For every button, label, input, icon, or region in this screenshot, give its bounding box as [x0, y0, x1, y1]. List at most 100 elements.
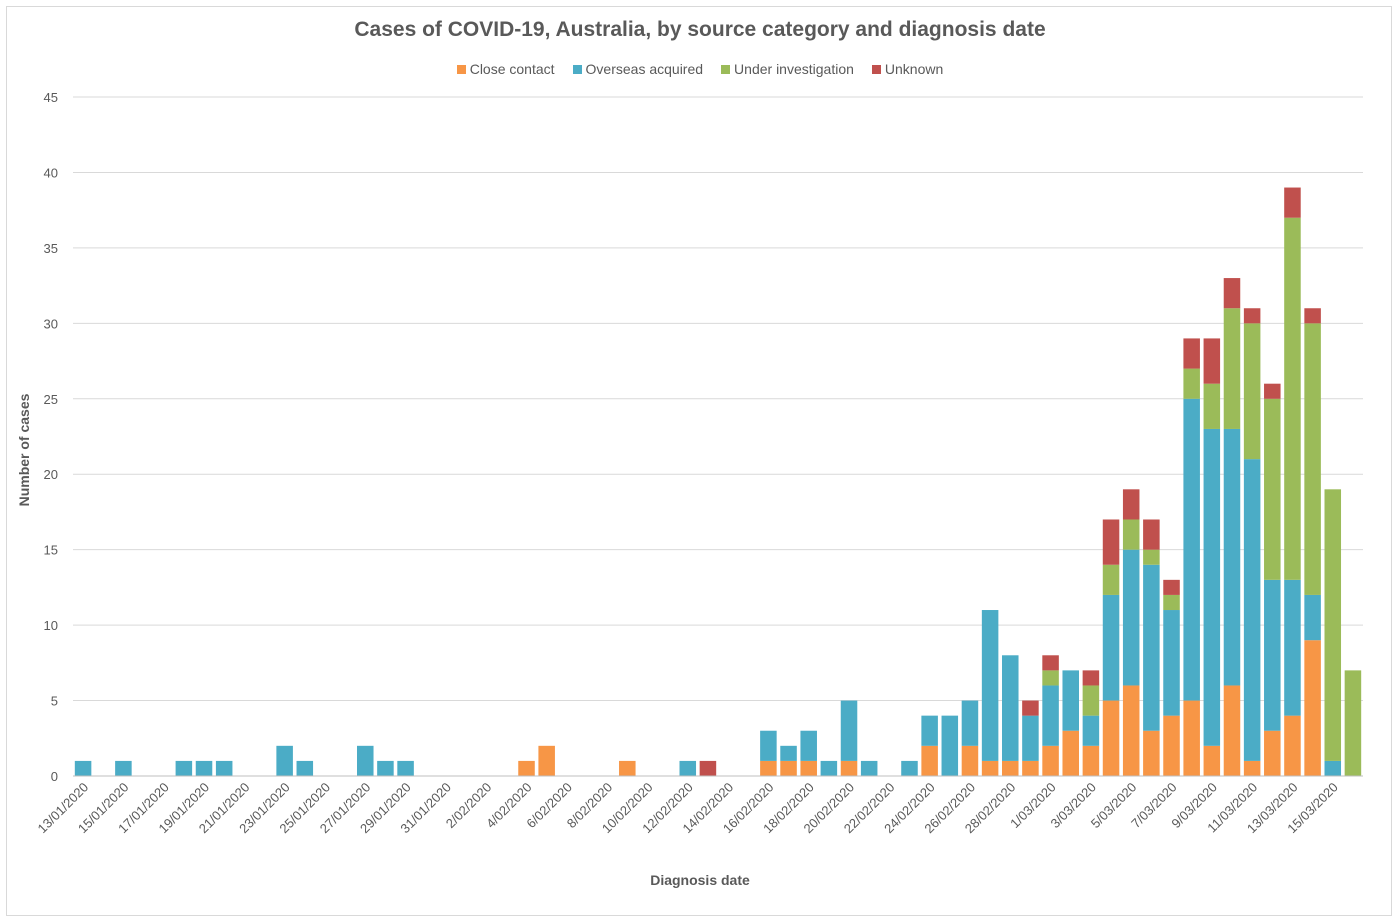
legend-swatch [572, 64, 582, 74]
bar-under-investigation [1122, 519, 1140, 550]
legend-swatch [721, 64, 731, 74]
legend-item: Under investigation [721, 61, 854, 77]
bar-close-contact [961, 745, 979, 776]
bar-unknown [1042, 655, 1059, 671]
legend-swatch [871, 64, 881, 74]
bar-under-investigation [1324, 489, 1342, 761]
bar-overseas-acquired [820, 760, 838, 776]
bar-overseas-acquired [74, 760, 92, 776]
y-tick-label: 30 [44, 316, 58, 331]
bar-close-contact [1102, 700, 1120, 776]
bar-close-contact [1183, 700, 1200, 776]
bar-under-investigation [1102, 564, 1120, 595]
bar-unknown [1203, 338, 1221, 384]
bar-overseas-acquired [840, 700, 858, 761]
bar-unknown [1223, 278, 1241, 309]
bar-under-investigation [1143, 549, 1160, 565]
bar-close-contact [800, 760, 817, 776]
bar-under-investigation [1243, 323, 1261, 460]
bar-overseas-acquired [1304, 594, 1321, 641]
bar-overseas-acquired [860, 760, 878, 776]
bar-overseas-acquired [961, 700, 979, 746]
bar-overseas-acquired [901, 760, 918, 776]
bar-close-contact [1143, 730, 1160, 776]
y-tick-label: 15 [44, 543, 58, 558]
legend-label: Close contact [469, 61, 555, 77]
bar-overseas-acquired [1042, 685, 1059, 746]
bar-close-contact [538, 745, 555, 776]
bar-unknown [1243, 308, 1261, 324]
bar-close-contact [981, 760, 999, 776]
bar-close-contact [518, 760, 535, 776]
bar-overseas-acquired [679, 760, 697, 776]
bar-overseas-acquired [115, 760, 132, 776]
bar-under-investigation [1304, 323, 1321, 595]
bar-overseas-acquired [397, 760, 414, 776]
y-axis-label: Number of cases [16, 393, 32, 507]
bar-under-investigation [1042, 670, 1059, 686]
bar-overseas-acquired [175, 760, 193, 776]
bar-close-contact [1264, 730, 1281, 776]
bar-overseas-acquired [1082, 715, 1100, 746]
bar-under-investigation [1163, 594, 1180, 611]
bar-close-contact [619, 760, 636, 776]
bar-close-contact [1062, 730, 1079, 776]
legend-swatch [456, 64, 466, 74]
y-tick-label: 35 [44, 241, 58, 256]
y-tick-label: 10 [44, 618, 58, 633]
bar-overseas-acquired [377, 760, 394, 776]
bar-overseas-acquired [1223, 428, 1241, 686]
bar-close-contact [780, 760, 797, 776]
bar-unknown [1082, 670, 1100, 686]
bar-close-contact [1304, 640, 1321, 776]
bar-unknown [1163, 579, 1180, 595]
bar-close-contact [921, 745, 938, 776]
legend-item: Close contact [456, 61, 555, 77]
bar-unknown [1143, 519, 1160, 550]
bar-overseas-acquired [780, 745, 797, 761]
bar-close-contact [1223, 685, 1241, 776]
bar-under-investigation [1264, 398, 1281, 580]
bar-unknown [699, 760, 717, 776]
bar-overseas-acquired [1002, 655, 1019, 761]
bar-overseas-acquired [215, 760, 233, 776]
legend-label: Unknown [884, 61, 944, 77]
bar-overseas-acquired [1122, 549, 1140, 686]
bar-under-investigation [1223, 308, 1241, 429]
legend-label: Overseas acquired [585, 61, 704, 77]
bar-close-contact [1082, 745, 1100, 776]
bar-overseas-acquired [296, 760, 314, 776]
bar-under-investigation [1344, 670, 1362, 776]
bar-close-contact [1243, 760, 1261, 776]
bar-overseas-acquired [1284, 579, 1301, 716]
bar-overseas-acquired [1102, 594, 1120, 701]
chart-frame [6, 6, 1392, 916]
bar-under-investigation [1183, 368, 1200, 399]
bar-close-contact [1203, 745, 1221, 776]
bar-close-contact [1163, 715, 1180, 776]
bar-overseas-acquired [1203, 428, 1221, 746]
bar-unknown [1183, 338, 1200, 369]
bar-overseas-acquired [921, 715, 938, 746]
chart-title: Cases of COVID-19, Australia, by source … [354, 18, 1046, 41]
y-tick-label: 5 [51, 694, 58, 709]
chart-legend: Close contact Overseas acquired Under inve… [0, 61, 1400, 77]
bar-under-investigation [1203, 383, 1221, 429]
bar-unknown [1022, 700, 1039, 716]
bar-close-contact [840, 760, 858, 776]
bar-overseas-acquired [1183, 398, 1200, 701]
bar-close-contact [1002, 760, 1019, 776]
bar-overseas-acquired [1143, 564, 1160, 731]
bar-close-contact [1284, 715, 1301, 776]
y-tick-label: 45 [44, 90, 58, 105]
legend-label: Under investigation [734, 61, 854, 77]
bar-overseas-acquired [357, 745, 374, 776]
bar-under-investigation [1284, 217, 1301, 580]
bar-close-contact [1022, 760, 1039, 776]
y-tick-label: 0 [51, 769, 58, 784]
bar-overseas-acquired [195, 760, 213, 776]
bar-unknown [1264, 383, 1281, 399]
bar-overseas-acquired [800, 730, 817, 761]
legend-item: Unknown [871, 61, 944, 77]
